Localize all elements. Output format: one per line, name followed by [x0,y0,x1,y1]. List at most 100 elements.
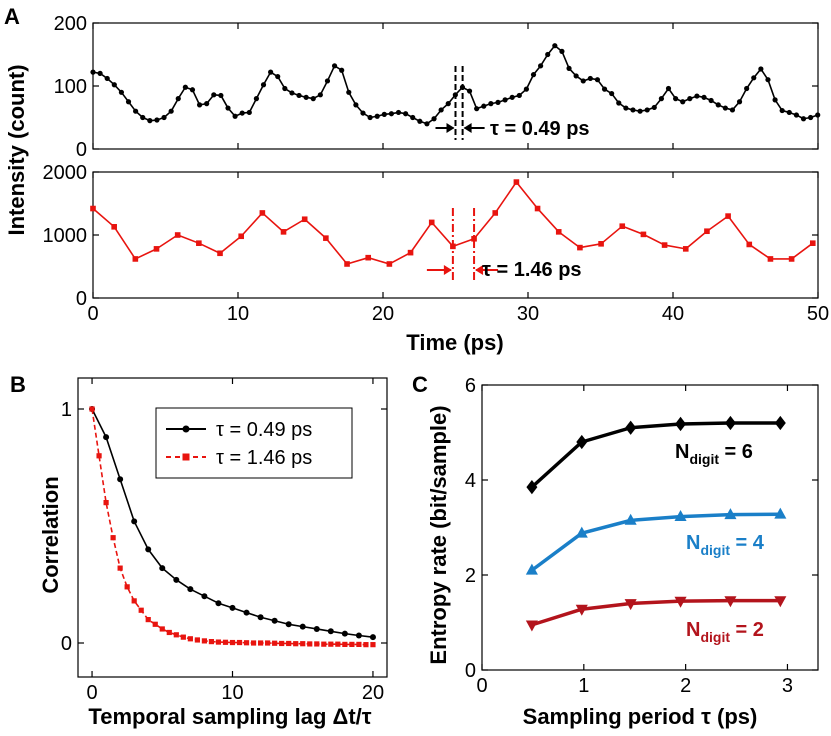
b-series-1-point [152,621,158,627]
a-bot-axes-box [92,171,819,299]
c-series-0-point [724,415,736,431]
a-bot-series-point [428,219,435,226]
b-series-1-point [349,641,355,648]
c-series-1-point [525,563,538,575]
b-xtick-label: 10 [221,682,243,704]
a-bot-series-point [767,256,774,262]
label-ndigit-2: Ndigit = 2 [686,619,764,645]
a-top-series-point [772,97,778,103]
a-top-series-point [651,104,657,111]
a-top-series-point [360,110,366,116]
a-bot-series-point [365,254,372,261]
panel-c-ylabel: Entropy rate (bit/sample) [426,405,451,664]
a-bot-series-point [238,233,244,240]
a-top-series-point [694,93,700,99]
a-bot-series-point [788,256,795,262]
a-top-arrowhead-right [463,123,472,133]
label-ndigit-6: Ndigit = 6 [675,441,753,467]
a-top-series-point [538,63,544,69]
b-series-0-point [243,609,250,616]
b-series-1-point [229,639,236,646]
c-series-0-point [625,420,637,435]
a-top-series-point [601,86,608,92]
b-series-1-point [222,639,229,645]
a-top-series-point [616,100,622,106]
b-series-1-point [131,598,137,604]
c-xtick-label: 0 [476,675,487,697]
a-top-series-point [374,113,380,119]
a-bot-xtick-label: 30 [517,303,539,325]
b-series-1-point [215,639,222,645]
b-series-1-point [314,641,320,647]
a-top-series-point [111,82,117,88]
a-top-series-point [502,97,508,103]
c-series-1-point [674,509,687,521]
b-series-1-point [96,453,102,459]
c-axes-box [481,384,819,671]
b-series-0-point [145,546,152,553]
b-series-1-point [117,565,123,571]
a-top-series-point [388,111,395,117]
a-top-series-point [90,69,96,75]
a-bot-ytick-label: 2000 [43,162,88,184]
b-ytick-label: 0 [61,633,72,655]
a-top-series-point [445,101,451,107]
c-series-2-point [674,596,687,608]
a-top-series-point [815,112,821,118]
a-bot-series-point [746,241,753,248]
panel-label-a: A [4,4,20,29]
a-bot-series-point [407,249,414,256]
panel-label-b: B [10,372,26,397]
a-top-series-point [509,94,515,100]
c-series-0-point [526,479,538,495]
a-bot-series-point [386,261,393,267]
b-series-0-point [103,434,110,441]
a-bot-ytick-label: 1000 [43,225,88,247]
b-series-1-point [293,641,299,647]
panel-b-plot: 010 10 20 [61,377,388,704]
a-top-series-point [367,114,373,121]
a-top-series-point [218,92,224,99]
a-top-series-point [104,75,110,82]
a-top-series-point [488,101,494,107]
a-top-series-point [729,107,736,113]
annotation-tau-146: τ = 1.46 ps [482,259,582,281]
a-bot-series-point [555,229,562,235]
a-top-series-point [580,78,586,84]
annotation-tau-049: τ = 0.49 ps [490,118,590,140]
a-bot-arrowhead-right [475,265,484,275]
a-bot-series-point [471,235,477,242]
a-top-series-point [680,99,686,105]
a-bot-series-point [619,223,626,229]
a-top-series-point [239,110,245,116]
c-series-1-line [530,512,781,572]
a-top-arrowhead-left [446,123,455,133]
c-xtick-label: 2 [680,675,691,697]
a-bot-series-point [111,224,117,230]
a-top-series-point [161,114,167,121]
a-top-series-point [708,97,714,104]
a-bot-xtick-label: 20 [372,303,394,325]
a-top-series-point [701,94,707,100]
b-series-0-point [327,628,334,635]
panel-b-xlabel: Temporal sampling lag Δt/τ [88,704,371,729]
a-bot-xtick-label: 40 [662,303,684,325]
a-top-series-point [175,96,181,102]
a-top-series-point [736,99,743,105]
a-bot-series-point [492,210,499,216]
a-bot-series-point [809,240,816,246]
b-xtick-label: 0 [86,682,97,704]
a-top-series-point [196,102,203,108]
b-series-0-point [131,518,138,525]
a-top-ytick-label: 100 [54,76,87,98]
c-ytick-label: 0 [465,660,476,682]
a-top-series-point [800,116,807,122]
b-xtick-label: 20 [362,682,384,704]
a-bot-series-point [513,179,520,185]
a-top-series-point [566,65,572,71]
b-series-0-point [159,565,166,572]
a-bot-xtick-label: 0 [87,303,98,325]
c-xtick-label: 1 [578,675,589,697]
panel-a-ylabel: Intensity (count) [4,64,29,235]
a-top-series-point [665,85,672,92]
